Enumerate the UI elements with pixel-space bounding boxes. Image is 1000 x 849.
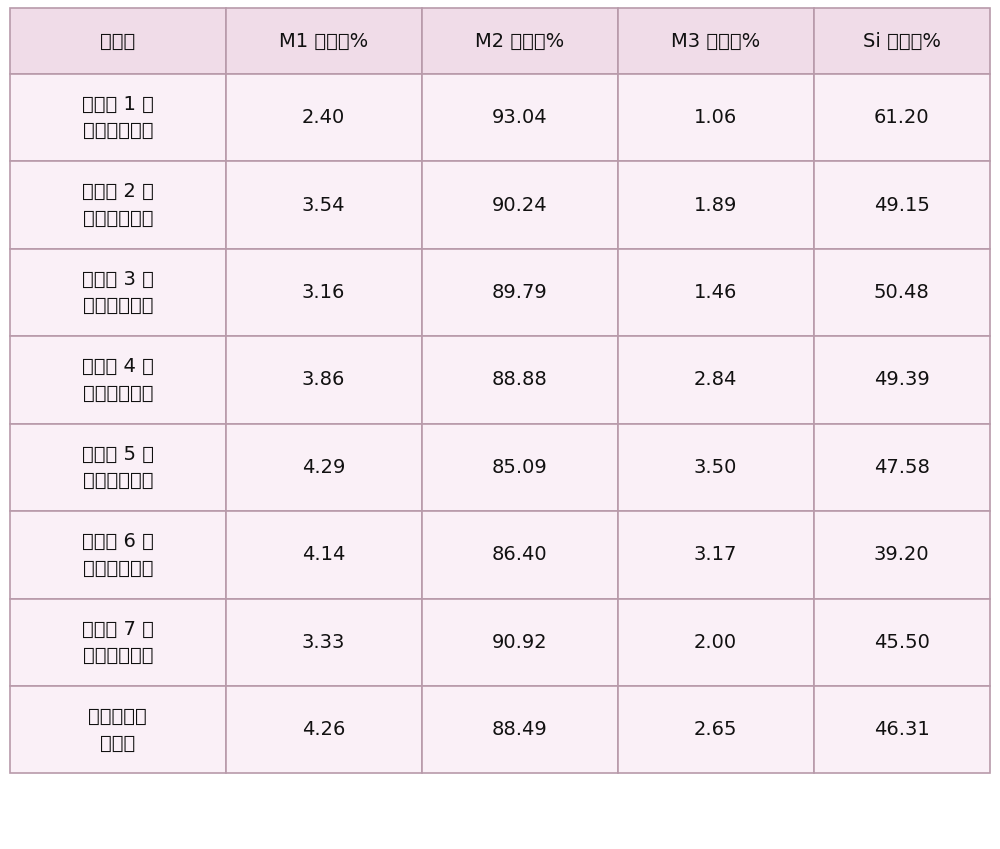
Bar [10, 599, 226, 686]
Text: 88.49: 88.49 [492, 720, 547, 739]
Text: 86.40: 86.40 [492, 545, 547, 565]
Text: 49.15: 49.15 [874, 195, 930, 215]
Text: 3.17: 3.17 [694, 545, 737, 565]
Bar [226, 686, 422, 773]
Bar [226, 336, 422, 424]
Bar [422, 8, 618, 74]
Text: 实验例 6 中
三元铜催化剂: 实验例 6 中 三元铜催化剂 [82, 532, 154, 577]
Bar [422, 599, 618, 686]
Bar [10, 74, 226, 161]
Text: 89.79: 89.79 [492, 283, 547, 302]
Bar [422, 686, 618, 773]
Text: 46.31: 46.31 [874, 720, 930, 739]
Text: 88.88: 88.88 [492, 370, 547, 390]
Text: M1 选择性%: M1 选择性% [279, 31, 368, 51]
Bar [814, 249, 990, 336]
Text: 3.33: 3.33 [302, 633, 345, 652]
Text: 实验例 4 中
三元铜催化剂: 实验例 4 中 三元铜催化剂 [82, 357, 154, 402]
Bar [226, 161, 422, 249]
Text: 1.06: 1.06 [694, 108, 737, 127]
Bar [814, 74, 990, 161]
Bar [814, 599, 990, 686]
Text: 催化剂: 催化剂 [100, 31, 135, 51]
Text: 实验例 2 中
三元铜催化剂: 实验例 2 中 三元铜催化剂 [82, 183, 154, 228]
Text: 2.40: 2.40 [302, 108, 345, 127]
Text: M2 选择性%: M2 选择性% [475, 31, 564, 51]
Text: 50.48: 50.48 [874, 283, 930, 302]
Bar [422, 74, 618, 161]
Text: 实验例 3 中
三元铜催化剂: 实验例 3 中 三元铜催化剂 [82, 270, 154, 315]
Bar [226, 249, 422, 336]
Bar [618, 424, 814, 511]
Text: 2.65: 2.65 [694, 720, 737, 739]
Text: 93.04: 93.04 [492, 108, 547, 127]
Text: 实验例 1 中
三元铜催化剂: 实验例 1 中 三元铜催化剂 [82, 95, 154, 140]
Bar [226, 511, 422, 599]
Text: 4.26: 4.26 [302, 720, 345, 739]
Text: 90.24: 90.24 [492, 195, 547, 215]
Text: 47.58: 47.58 [874, 458, 930, 477]
Bar [226, 424, 422, 511]
Bar [10, 249, 226, 336]
Bar [10, 511, 226, 599]
Bar [422, 249, 618, 336]
Text: 3.86: 3.86 [302, 370, 345, 390]
Bar [422, 336, 618, 424]
Text: 2.00: 2.00 [694, 633, 737, 652]
Bar [618, 599, 814, 686]
Bar [814, 686, 990, 773]
Text: 61.20: 61.20 [874, 108, 930, 127]
Text: 3.54: 3.54 [302, 195, 345, 215]
Text: 85.09: 85.09 [492, 458, 547, 477]
Text: 实验例 7 中
三元铜催化剂: 实验例 7 中 三元铜催化剂 [82, 620, 154, 665]
Bar [618, 8, 814, 74]
Bar [618, 161, 814, 249]
Text: 45.50: 45.50 [874, 633, 930, 652]
Bar [10, 336, 226, 424]
Bar [226, 74, 422, 161]
Text: 3.50: 3.50 [694, 458, 737, 477]
Bar [10, 686, 226, 773]
Text: Si 转化率%: Si 转化率% [863, 31, 941, 51]
Bar [814, 511, 990, 599]
Text: 4.29: 4.29 [302, 458, 345, 477]
Bar [10, 424, 226, 511]
Text: 90.92: 90.92 [492, 633, 547, 652]
Text: 2.84: 2.84 [694, 370, 737, 390]
Bar [618, 249, 814, 336]
Bar [422, 511, 618, 599]
Bar [618, 686, 814, 773]
Text: 商用三元铜
催化剂: 商用三元铜 催化剂 [88, 707, 147, 752]
Bar [618, 74, 814, 161]
Bar [618, 336, 814, 424]
Bar [814, 8, 990, 74]
Bar [814, 424, 990, 511]
Text: M3 选择性%: M3 选择性% [671, 31, 760, 51]
Text: 3.16: 3.16 [302, 283, 345, 302]
Bar [226, 599, 422, 686]
Text: 39.20: 39.20 [874, 545, 930, 565]
Text: 1.89: 1.89 [694, 195, 737, 215]
Text: 4.14: 4.14 [302, 545, 345, 565]
Bar [814, 161, 990, 249]
Text: 49.39: 49.39 [874, 370, 930, 390]
Bar [10, 8, 226, 74]
Text: 1.46: 1.46 [694, 283, 737, 302]
Text: 实验例 5 中
三元铜催化剂: 实验例 5 中 三元铜催化剂 [82, 445, 154, 490]
Bar [618, 511, 814, 599]
Bar [422, 161, 618, 249]
Bar [226, 8, 422, 74]
Bar [10, 161, 226, 249]
Bar [422, 424, 618, 511]
Bar [814, 336, 990, 424]
